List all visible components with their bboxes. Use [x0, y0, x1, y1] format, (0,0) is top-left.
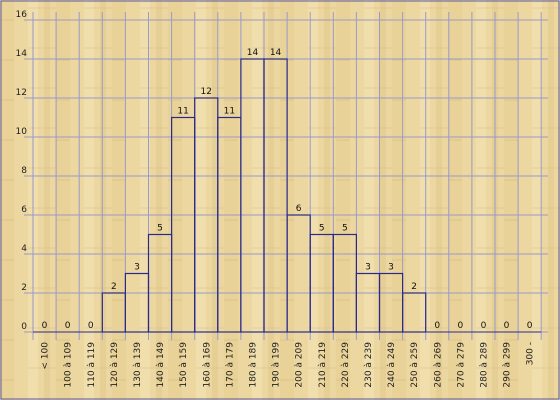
category-label: 120 à 129	[110, 342, 120, 388]
category-label: 250 à 259	[410, 342, 420, 388]
data-label: 5	[319, 224, 325, 234]
data-label: 0	[504, 321, 510, 331]
category-label: 200 à 209	[295, 342, 305, 388]
y-tick-label: 10	[16, 127, 28, 137]
data-label: 6	[296, 204, 302, 214]
data-label: 0	[457, 321, 463, 331]
data-label: 2	[111, 282, 117, 292]
data-label: 11	[177, 107, 188, 117]
bar	[402, 292, 427, 333]
y-tick-label: 8	[21, 166, 27, 176]
y-axis-ticks: 0 2 4 6 8 10 12 14 16	[16, 10, 28, 332]
category-label: 190 à 199	[272, 342, 282, 388]
data-label: 12	[201, 87, 212, 97]
category-label: 220 à 229	[341, 342, 351, 388]
data-label: 3	[134, 263, 140, 273]
category-label: 260 à 269	[433, 342, 443, 388]
data-label: 2	[411, 282, 417, 292]
y-tick-label: 12	[16, 88, 27, 98]
data-labels: 0 0 0 2 3 5 11 12 11 14 14 6 5 5 3 3 2 0 0 0 0 0	[42, 48, 533, 331]
category-label: 180 à 189	[248, 342, 258, 388]
bar	[263, 58, 288, 333]
y-tick-label: 2	[21, 283, 27, 293]
bars	[101, 58, 427, 333]
data-label: 5	[342, 224, 348, 234]
y-tick-label: 16	[16, 10, 28, 20]
data-label: 0	[88, 321, 94, 331]
data-label: 11	[224, 107, 235, 117]
data-label: 0	[527, 321, 533, 331]
category-label: 130 à 139	[133, 342, 143, 388]
category-labels: < 100 100 à 109 110 à 119 120 à 129 130 à 13…	[41, 342, 536, 388]
data-label: 0	[481, 321, 487, 331]
category-label: 240 à 249	[387, 342, 397, 388]
category-label: 300 -	[526, 342, 536, 365]
category-label: 110 à 119	[87, 342, 97, 388]
category-label: 100 à 109	[64, 342, 74, 388]
data-label: 14	[247, 48, 259, 58]
data-label: 0	[42, 321, 48, 331]
category-label: 270 à 279	[456, 342, 466, 388]
category-label: 280 à 289	[479, 342, 489, 388]
category-label: 150 à 159	[179, 342, 189, 388]
y-tick-label: 0	[21, 322, 27, 332]
y-tick-label: 6	[21, 205, 27, 215]
data-label: 3	[388, 263, 394, 273]
category-label: 290 à 299	[503, 342, 513, 388]
category-label: 170 à 179	[225, 342, 235, 388]
data-label: 0	[434, 321, 440, 331]
y-tick-label: 14	[16, 49, 28, 59]
data-label: 5	[157, 224, 163, 234]
y-tick-label: 4	[21, 244, 27, 254]
category-label: 210 à 219	[318, 342, 328, 388]
data-label: 14	[270, 48, 282, 58]
category-label: < 100	[41, 342, 51, 370]
data-label: 0	[65, 321, 71, 331]
category-label: 230 à 239	[364, 342, 374, 388]
category-label: 140 à 149	[156, 342, 166, 388]
data-label: 3	[365, 263, 371, 273]
category-label: 160 à 169	[202, 342, 212, 388]
